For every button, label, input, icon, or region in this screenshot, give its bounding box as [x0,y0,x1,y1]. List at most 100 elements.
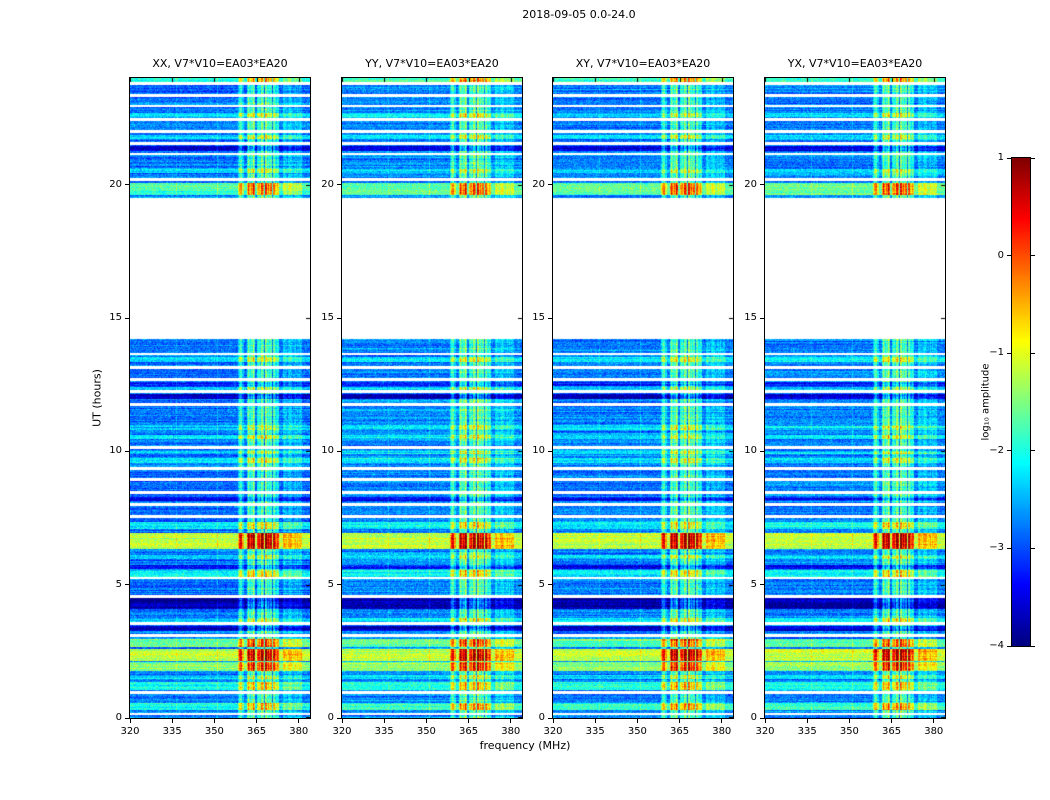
x-tick-mark [636,719,638,723]
y-tick-mark [337,184,341,186]
spectrogram-panel-yx [764,77,946,719]
y-tick-mark [548,450,552,452]
colorbar-tick-label: 1 [997,152,1004,163]
spectrogram-canvas-yx [765,78,945,718]
spectrogram-panel-xy [552,77,734,719]
y-tick-label: 5 [538,578,545,590]
x-tick-label: 320 [543,726,563,737]
colorbar-tick-mark [1007,645,1011,647]
y-tick-mark [337,450,341,452]
x-tick-mark [256,719,258,723]
x-tick-mark [679,719,681,723]
panel-title-yx: YX, V7*V10=EA03*EA20 [787,57,923,70]
x-tick-label: 380 [289,726,309,737]
y-tick-label: 15 [321,312,334,323]
y-tick-mark [760,450,764,452]
y-tick-label: 0 [115,712,122,723]
colorbar-gradient [1012,158,1030,646]
colorbar-tick-mark [1007,547,1011,549]
y-tick-mark [548,584,552,586]
x-tick-label: 365 [247,726,267,737]
y-tick-mark [760,317,764,319]
y-tick-mark [760,717,764,719]
colorbar-tick-label: −3 [989,542,1004,554]
spectrogram-canvas-xx [130,78,310,718]
y-axis-label: UT (hours) [90,369,104,427]
x-tick-label: 335 [162,726,182,737]
x-tick-label: 365 [882,726,902,737]
y-tick-mark [125,717,129,719]
spectrogram-panel-yy [341,77,523,719]
x-tick-label: 320 [120,726,140,737]
spectrogram-canvas-xy [553,78,733,718]
x-tick-mark [171,719,173,723]
x-tick-mark [848,719,850,723]
panel-title-xx: XX, V7*V10=EA03*EA20 [152,57,288,70]
x-tick-mark [298,719,300,723]
y-tick-mark [760,584,764,586]
y-tick-label: 5 [750,578,757,590]
x-tick-mark [383,719,385,723]
x-tick-label: 320 [755,726,775,737]
x-tick-mark [213,719,215,723]
panel-title-yy: YY, V7*V10=EA03*EA20 [365,57,499,70]
x-tick-mark [891,719,893,723]
x-tick-label: 380 [501,726,521,737]
x-tick-label: 335 [374,726,394,737]
y-tick-label: 5 [115,578,122,590]
colorbar-tick-mark [1007,450,1011,452]
colorbar-tick-mark [1031,450,1035,452]
colorbar-tick-mark [1031,352,1035,354]
colorbar-tick-mark [1007,255,1011,257]
x-tick-label: 365 [459,726,479,737]
x-tick-mark [764,719,766,723]
y-tick-mark [337,584,341,586]
y-tick-mark [125,317,129,319]
y-tick-label: 10 [321,445,334,457]
x-tick-mark [341,719,343,723]
x-tick-label: 335 [797,726,817,737]
colorbar-label: log₁₀ amplitude [980,363,992,441]
x-tick-label: 350 [839,726,859,737]
x-tick-label: 365 [670,726,690,737]
x-tick-label: 350 [416,726,436,737]
x-tick-label: 350 [204,726,224,737]
spectrogram-canvas-yy [342,78,522,718]
y-tick-mark [548,717,552,719]
y-tick-label: 10 [744,445,757,457]
colorbar-tick-mark [1031,157,1035,159]
y-tick-label: 15 [109,312,122,323]
y-tick-label: 20 [321,178,334,190]
panel-title-xy: XY, V7*V10=EA03*EA20 [575,57,711,70]
y-tick-mark [548,317,552,319]
x-tick-mark [806,719,808,723]
x-tick-mark [510,719,512,723]
figure-title: 2018-09-05 0.0-24.0 [522,8,636,21]
x-tick-label: 380 [712,726,732,737]
colorbar-tick-mark [1007,352,1011,354]
y-tick-mark [548,184,552,186]
colorbar-tick-mark [1031,255,1035,257]
spectrogram-panel-xx [129,77,311,719]
y-tick-label: 20 [109,178,122,190]
y-tick-mark [760,184,764,186]
y-tick-mark [125,184,129,186]
colorbar-tick-mark [1031,547,1035,549]
x-tick-label: 380 [924,726,944,737]
x-tick-label: 335 [585,726,605,737]
x-axis-label: frequency (MHz) [479,739,571,752]
y-tick-label: 20 [744,178,757,190]
x-tick-mark [468,719,470,723]
y-tick-label: 0 [327,712,334,723]
y-tick-mark [125,450,129,452]
colorbar-tick-mark [1007,157,1011,159]
x-tick-mark [425,719,427,723]
y-tick-label: 0 [750,712,757,723]
colorbar-tick-label: −1 [989,347,1004,359]
y-tick-label: 5 [327,578,334,590]
colorbar-tick-label: 0 [997,249,1004,261]
colorbar-tick-label: −4 [989,640,1004,651]
y-tick-mark [337,717,341,719]
colorbar [1011,157,1031,647]
